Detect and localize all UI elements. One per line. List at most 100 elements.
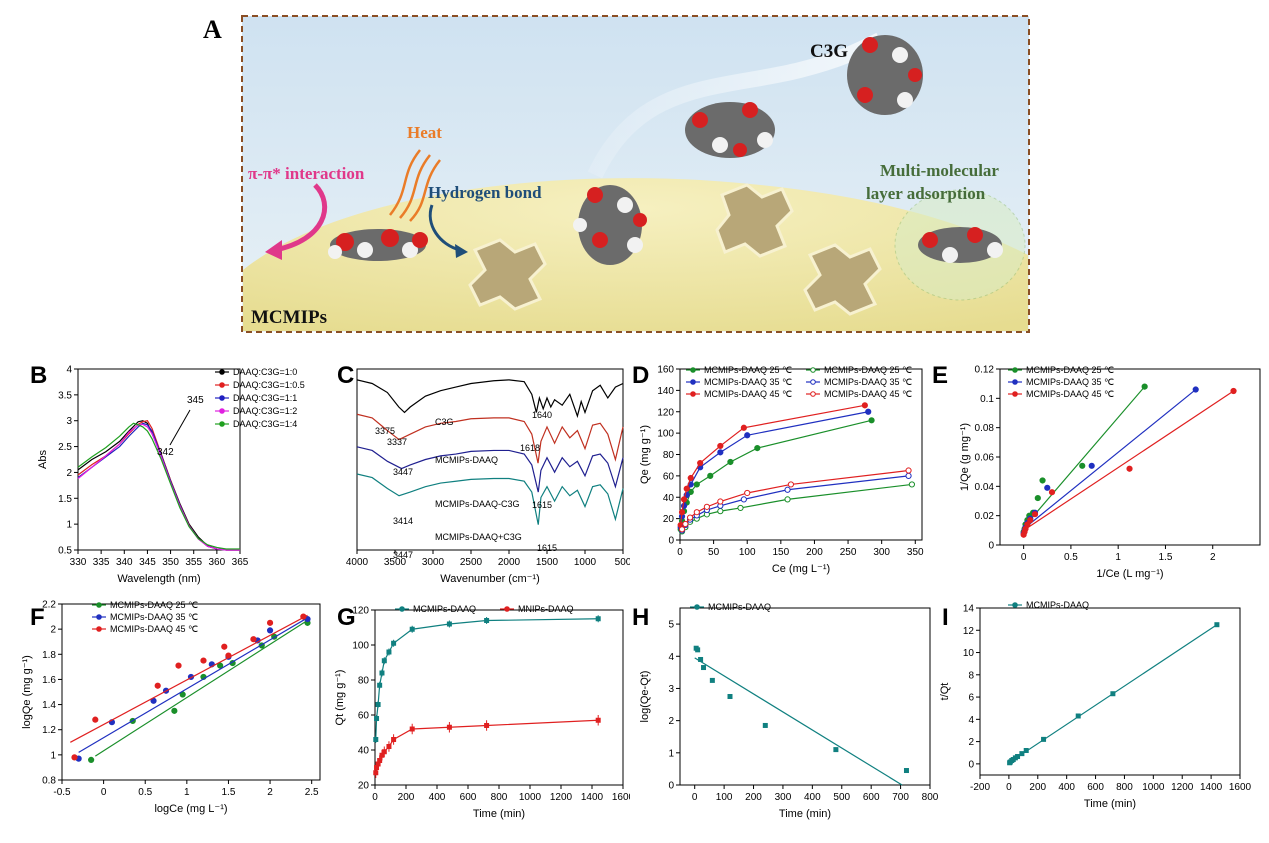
data-point bbox=[693, 481, 700, 488]
c3g-path-ribbon bbox=[587, 32, 884, 179]
y-tick-label: 1.5 bbox=[58, 494, 72, 505]
y-tick-label: 2.5 bbox=[58, 442, 72, 453]
multilayer-label-2: layer adsorption bbox=[866, 184, 986, 203]
data-point bbox=[1214, 622, 1220, 628]
data-point bbox=[905, 467, 912, 474]
c3g-molecule bbox=[918, 227, 1003, 263]
legend-marker bbox=[399, 606, 405, 612]
data-point bbox=[373, 770, 379, 776]
x-tick-label: 50 bbox=[708, 547, 720, 558]
data-point bbox=[903, 768, 909, 774]
y-axis-label: log(Qe-Qt) bbox=[639, 671, 651, 723]
y-tick-label: 3 bbox=[668, 684, 674, 695]
legend-label: MCMIPs-DAAQ 35 ℃ bbox=[110, 612, 198, 622]
data-point bbox=[833, 747, 839, 753]
legend-marker bbox=[690, 391, 696, 397]
pi-arrow bbox=[274, 183, 327, 253]
data-point bbox=[905, 472, 912, 479]
data-point bbox=[1031, 511, 1039, 518]
peak-annotation: 3375 bbox=[375, 426, 395, 436]
series-line bbox=[77, 422, 240, 550]
data-point bbox=[678, 526, 686, 533]
legend-label: MCMIPs-DAAQ 45 ℃ bbox=[110, 624, 198, 634]
legend-label: MCMIPs-DAAQ 35 ℃ bbox=[704, 377, 792, 387]
panel-f-freundlich: F -0.5 0 0.5 1 1.5 2 2.5 0.8 1 1.2 1.4 1.6 1.8 2 2.2 log… bbox=[0, 590, 335, 835]
data-point bbox=[762, 722, 768, 728]
y-tick-label: 0.08 bbox=[975, 423, 995, 434]
panel-label-f: F bbox=[30, 604, 45, 631]
x-tick-label: 1 bbox=[184, 787, 190, 798]
data-point bbox=[1034, 494, 1041, 502]
plot-frame bbox=[61, 603, 321, 781]
legend-label: DAAQ:C3G=1:2 bbox=[233, 406, 297, 416]
y-axis-label: Abs bbox=[37, 450, 49, 469]
data-point bbox=[787, 481, 795, 488]
y-tick-label: 0.8 bbox=[42, 776, 56, 787]
data-point bbox=[784, 486, 791, 493]
data-point bbox=[88, 756, 95, 763]
data-point bbox=[1027, 516, 1034, 524]
x-tick-label: 800 bbox=[922, 792, 939, 803]
x-tick-label: 4000 bbox=[346, 557, 369, 568]
legend-marker bbox=[96, 626, 102, 632]
y-tick-label: 1 bbox=[668, 748, 674, 759]
y-tick-label: 60 bbox=[358, 711, 370, 722]
data-point bbox=[707, 472, 714, 479]
series-label: C3G bbox=[435, 417, 454, 427]
x-tick-label: 800 bbox=[491, 792, 508, 803]
data-point bbox=[386, 744, 392, 749]
x-tick-label: 600 bbox=[460, 792, 477, 803]
plot-frame bbox=[979, 607, 1241, 776]
data-point bbox=[71, 754, 78, 761]
x-tick-label: 200 bbox=[398, 792, 415, 803]
data-point bbox=[1048, 489, 1056, 496]
legend-label: MCMIPs-DAAQ bbox=[413, 604, 476, 614]
data-point bbox=[784, 496, 791, 503]
x-tick-label: 300 bbox=[873, 547, 890, 558]
data-point bbox=[92, 716, 99, 723]
x-tick-label: 400 bbox=[429, 792, 446, 803]
legend-label: MCMIPs-DAAQ 35 ℃ bbox=[824, 377, 912, 387]
x-axis-label: Wavelength (nm) bbox=[117, 573, 200, 585]
legend-label: MCMIPs-DAAQ 25 ℃ bbox=[110, 600, 198, 610]
legend-marker bbox=[96, 614, 102, 620]
x-tick-label: -200 bbox=[970, 782, 990, 793]
data-point bbox=[409, 626, 415, 632]
y-tick-label: 20 bbox=[358, 781, 370, 792]
y-tick-label: 1.2 bbox=[42, 725, 56, 736]
panel-label-e: E bbox=[932, 362, 948, 389]
y-tick-label: 140 bbox=[657, 386, 674, 397]
panel-d-isotherm: D 0 50 100 150 200 250 300 350 0 20 40 60 80 100 120 140… bbox=[630, 355, 930, 590]
x-tick-label: 100 bbox=[739, 547, 756, 558]
legend-label: DAAQ:C3G=1:4 bbox=[233, 419, 297, 429]
data-point bbox=[200, 657, 207, 664]
data-point bbox=[484, 618, 490, 623]
x-tick-label: 345 bbox=[139, 557, 156, 568]
chart-g-svg: G 0 200 400 600 800 1000 1200 1400 1600 20 40 60 80 10… bbox=[334, 604, 635, 820]
heat-arrow bbox=[389, 149, 441, 222]
legend-label: MCMIPs-DAAQ 25 ℃ bbox=[704, 365, 792, 375]
x-tick-label: 0 bbox=[372, 792, 378, 803]
x-tick-label: 1000 bbox=[1142, 782, 1165, 793]
y-axis-label: t/Qt bbox=[940, 683, 951, 701]
x-tick-label: 300 bbox=[775, 792, 792, 803]
data-point bbox=[717, 508, 724, 515]
legend-marker bbox=[1012, 602, 1018, 608]
x-tick-label: 100 bbox=[716, 792, 733, 803]
y-tick-label: 8 bbox=[968, 670, 974, 681]
data-point bbox=[595, 616, 601, 622]
peak-annotation: 1640 bbox=[532, 410, 552, 420]
data-point bbox=[1039, 477, 1046, 484]
x-tick-label: 0.5 bbox=[138, 787, 152, 798]
x-tick-label: 340 bbox=[116, 557, 133, 568]
legend-label: MCMIPs-DAAQ 35 ℃ bbox=[1026, 377, 1114, 387]
y-tick-label: 12 bbox=[963, 626, 975, 637]
x-tick-label: 2 bbox=[267, 787, 273, 798]
y-tick-label: 4 bbox=[66, 365, 72, 376]
y-tick-label: 2 bbox=[50, 625, 56, 636]
data-point bbox=[682, 520, 689, 528]
legend-label: MCMIPs-DAAQ 25 ℃ bbox=[1026, 365, 1114, 375]
peak-annotation: 1618 bbox=[520, 443, 540, 453]
peak-annotation: 3447 bbox=[393, 550, 413, 560]
data-point bbox=[221, 643, 228, 650]
